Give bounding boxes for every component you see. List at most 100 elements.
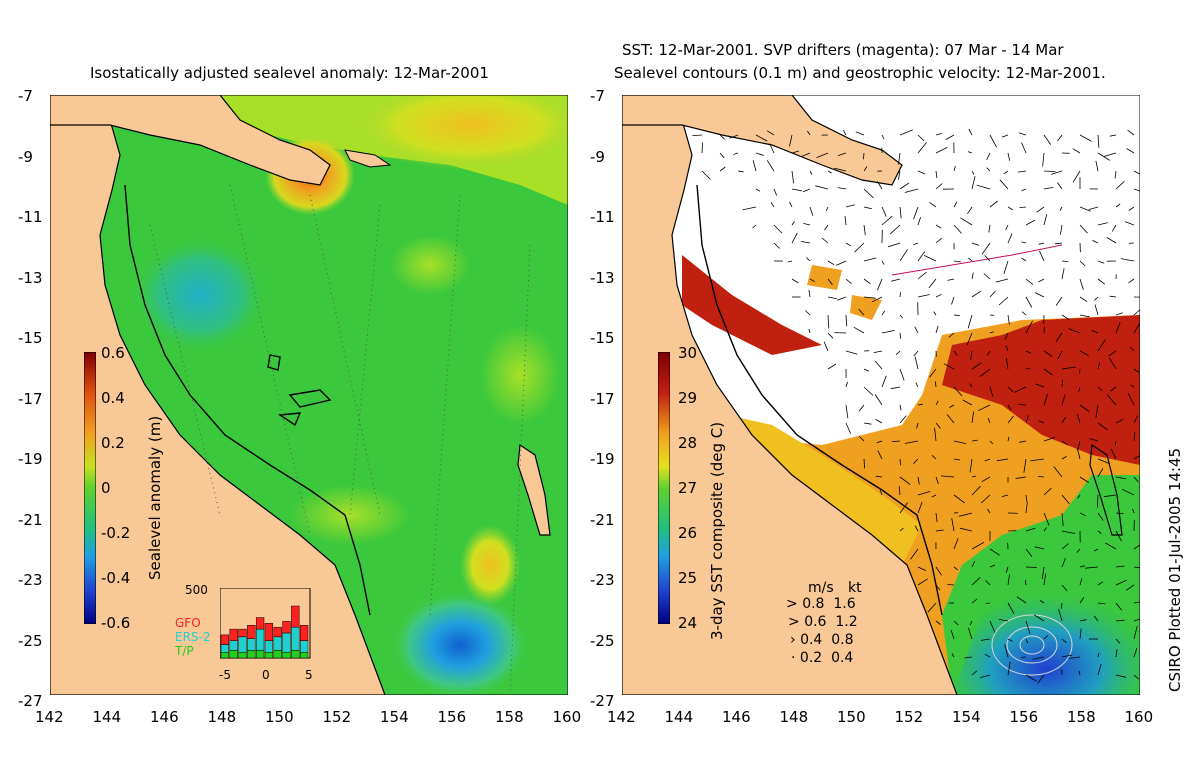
velocity-arrow — [935, 293, 942, 298]
lat-tick: -27 — [590, 692, 615, 710]
velocity-arrow — [960, 217, 973, 226]
lat-tick: -11 — [590, 208, 615, 226]
velocity-arrow — [1133, 455, 1140, 460]
velocity-arrow — [1072, 148, 1081, 154]
velocity-arrow — [1061, 440, 1069, 446]
velocity-arrow — [1079, 619, 1087, 622]
velocity-arrow — [989, 620, 996, 633]
lat-tick: -9 — [18, 147, 33, 166]
velocity-arrow — [1033, 614, 1045, 622]
velocity-arrow — [807, 130, 811, 136]
lat-tick: -15 — [18, 329, 43, 347]
velocity-arrow — [899, 332, 902, 339]
velocity-arrow — [970, 350, 973, 360]
velocity-arrow — [1079, 278, 1084, 290]
velocity-arrow — [1061, 638, 1067, 644]
velocity-arrow — [827, 278, 833, 286]
histogram-bar-tp — [291, 650, 300, 659]
velocity-arrow — [996, 458, 1009, 462]
velocity-arrow — [953, 314, 960, 317]
velocity-arrow — [1126, 584, 1135, 591]
velocity-arrow — [1007, 206, 1014, 211]
velocity-arrow — [1077, 413, 1081, 424]
velocity-arrow — [1061, 268, 1065, 280]
velocity-arrow — [899, 476, 911, 485]
lat-tick: -13 — [18, 268, 43, 287]
velocity-arrow — [934, 427, 937, 442]
velocity-arrow — [953, 566, 958, 571]
velocity-arrow — [1095, 160, 1099, 172]
velocity-arrow — [863, 458, 865, 469]
sla-tick: 0.2 — [101, 434, 125, 452]
lon-tick: 144 — [92, 708, 122, 726]
velocity-arrow — [752, 160, 757, 172]
velocity-arrow — [1043, 487, 1052, 496]
velocity-arrow — [1079, 628, 1082, 640]
velocity-arrow — [935, 147, 948, 154]
velocity-arrow — [1014, 386, 1027, 393]
histogram-xtick: 0 — [262, 668, 270, 682]
velocity-arrow — [1043, 368, 1053, 376]
velocity-arrow — [1025, 368, 1031, 370]
velocity-arrow — [827, 296, 837, 299]
velocity-arrow — [1035, 383, 1045, 388]
velocity-arrow — [981, 242, 991, 255]
velocity-arrow — [1054, 242, 1063, 245]
velocity-arrow — [917, 294, 930, 298]
velocity-legend-row: › 0.4 0.8 — [790, 632, 854, 648]
histogram-bar-tp — [299, 651, 309, 659]
velocity-arrow — [983, 273, 991, 280]
velocity-arrow — [692, 134, 703, 136]
lon-tick: 154 — [380, 708, 409, 726]
velocity-arrow — [940, 475, 955, 478]
velocity-arrow — [959, 527, 973, 532]
velocity-arrow — [858, 308, 865, 316]
velocity-arrow — [913, 458, 919, 464]
velocity-arrow — [1077, 448, 1081, 460]
velocity-arrow — [971, 170, 975, 175]
lat-tick: -7 — [590, 87, 605, 105]
velocity-arrow — [1133, 476, 1139, 483]
velocity-arrow — [899, 527, 904, 532]
velocity-arrow — [1038, 420, 1045, 424]
velocity-arrow — [1021, 142, 1027, 154]
velocity-arrow — [827, 170, 832, 174]
velocity-arrow — [1032, 656, 1045, 660]
velocity-arrow — [1055, 332, 1063, 343]
histogram-bar-tp — [220, 651, 230, 659]
velocity-arrow — [1115, 203, 1121, 208]
velocity-arrow — [904, 188, 919, 193]
velocity-arrow — [1097, 134, 1100, 148]
velocity-arrow — [827, 363, 837, 370]
velocity-arrow — [755, 152, 764, 156]
velocity-arrow — [889, 224, 901, 235]
velocity-arrow — [863, 386, 874, 396]
velocity-arrow — [1111, 224, 1117, 232]
velocity-arrow — [1025, 579, 1027, 586]
velocity-arrow — [1133, 647, 1138, 658]
velocity-arrow — [1115, 619, 1125, 622]
velocity-arrow — [1097, 581, 1104, 586]
velocity-arrow — [971, 439, 978, 442]
velocity-arrow — [953, 260, 962, 263]
histogram-bar-gfo — [291, 605, 300, 628]
velocity-arrow — [833, 167, 847, 172]
velocity-arrow — [827, 314, 830, 329]
velocity-arrow — [1007, 638, 1013, 642]
velocity-arrow — [1057, 350, 1063, 360]
velocity-arrow — [1079, 296, 1088, 302]
lon-tick: 148 — [207, 708, 237, 726]
velocity-arrow — [1015, 476, 1027, 479]
velocity-arrow — [953, 224, 962, 234]
left-map-title: Isostatically adjusted sealevel anomaly:… — [90, 64, 489, 82]
velocity-arrow — [968, 257, 973, 262]
velocity-arrow — [989, 290, 996, 298]
velocity-arrow — [1115, 322, 1121, 334]
sst-tick: 29 — [678, 389, 698, 407]
velocity-arrow — [1003, 170, 1009, 175]
velocity-arrow — [984, 653, 991, 658]
velocity-arrow — [1079, 314, 1090, 318]
velocity-arrow — [1060, 602, 1063, 609]
histogram-legend-gfo: GFO — [175, 616, 201, 630]
velocity-arrow — [904, 440, 919, 444]
